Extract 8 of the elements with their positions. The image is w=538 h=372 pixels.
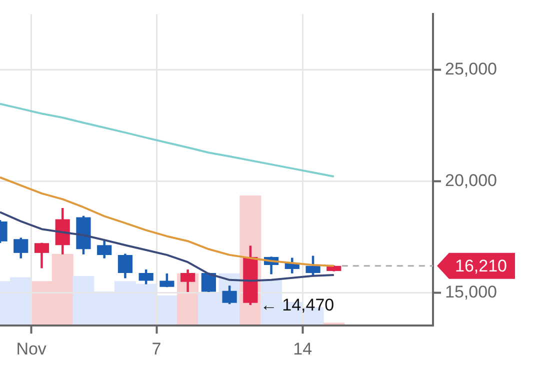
x-tick-label: 7 — [152, 339, 162, 358]
y-tick-label: 20,000 — [445, 171, 497, 190]
x-tick-label: Nov — [16, 339, 47, 358]
x-tick-label: 14 — [293, 339, 312, 358]
annotation: ← 14,470 — [260, 295, 334, 314]
ref-line-label: 16,210 — [455, 256, 507, 276]
y-tick-label: 15,000 — [445, 282, 497, 302]
y-tick-label: 25,000 — [445, 60, 497, 79]
